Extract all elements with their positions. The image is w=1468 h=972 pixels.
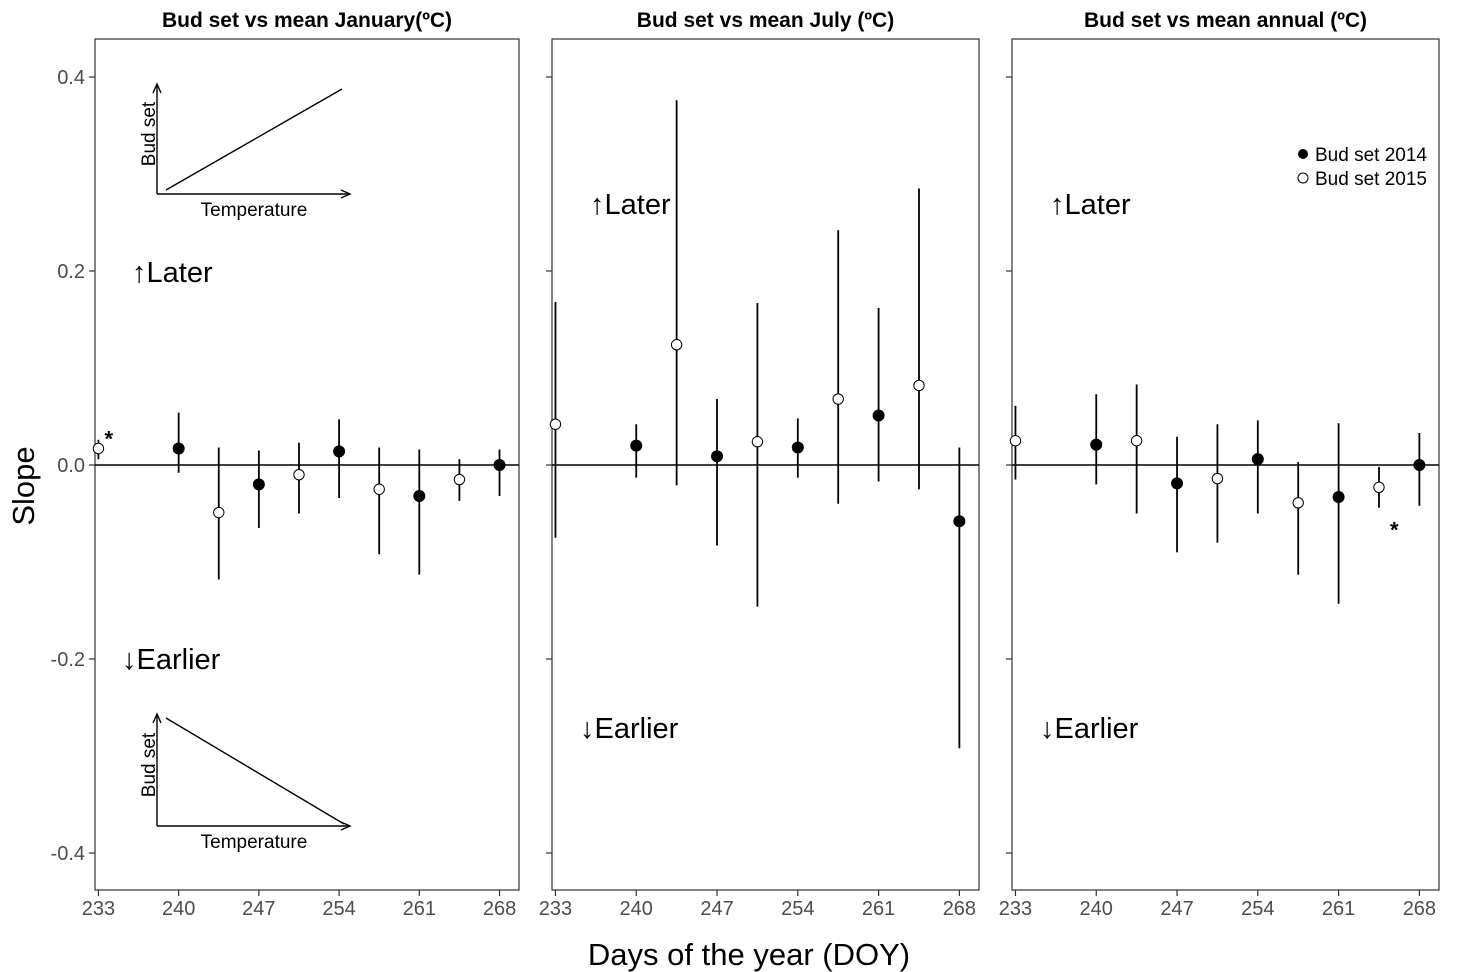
x-tick-label: 254 bbox=[1241, 898, 1274, 920]
point-2014 bbox=[1090, 438, 1103, 451]
legend-label: Bud set 2014 bbox=[1315, 145, 1427, 166]
x-tick-label: 261 bbox=[1322, 898, 1355, 920]
point-2014 bbox=[493, 459, 506, 471]
inset-positive: Temperature Bud set bbox=[139, 82, 352, 221]
point-2014 bbox=[333, 445, 346, 458]
point-2014 bbox=[872, 409, 885, 422]
inset-x-arrow-icon bbox=[340, 189, 352, 199]
legend-marker-2015 bbox=[1297, 172, 1309, 184]
y-tick-label: -0.4 bbox=[51, 843, 85, 865]
point-2014 bbox=[1171, 477, 1184, 490]
point-2015 bbox=[832, 393, 844, 405]
x-tick-label: 261 bbox=[403, 898, 436, 920]
x-tick-label: 233 bbox=[539, 898, 572, 920]
x-tick-label: 268 bbox=[1403, 898, 1436, 920]
later-label: ↑Later bbox=[132, 257, 213, 289]
earlier-label: ↓Earlier bbox=[1040, 713, 1139, 745]
panel-2: Bud set vs mean July (ºC) 233 240 247 254 261… bbox=[539, 9, 980, 920]
panel-title: Bud set vs mean January(ºC) bbox=[162, 9, 452, 32]
inset-y-arrow-icon bbox=[152, 82, 162, 94]
x-tick-label: 247 bbox=[242, 898, 275, 920]
earlier-text: Earlier bbox=[1055, 713, 1139, 745]
x-tick-label: 254 bbox=[781, 898, 814, 920]
x-axis-label: Days of the year (DOY) bbox=[588, 937, 910, 972]
earlier-label: ↓Earlier bbox=[122, 644, 221, 676]
inset-negative: Temperature Bud set bbox=[139, 712, 352, 853]
x-tick-label: 240 bbox=[620, 898, 653, 920]
later-label: ↑Later bbox=[1050, 189, 1131, 221]
inset-y-label: Bud set bbox=[139, 732, 160, 797]
point-2015 bbox=[1211, 472, 1224, 485]
point-2014 bbox=[630, 439, 643, 452]
inset-y-arrow-icon bbox=[152, 712, 162, 724]
x-tick-label: 240 bbox=[162, 898, 195, 920]
panel-title: Bud set vs mean annual (ºC) bbox=[1084, 9, 1367, 32]
point-2014 bbox=[1332, 491, 1345, 504]
y-tick-label: 0.4 bbox=[57, 67, 85, 89]
point-2015 bbox=[373, 483, 385, 495]
point-2015 bbox=[1373, 481, 1385, 494]
inset-y-label: Bud set bbox=[139, 101, 160, 166]
later-label: ↑Later bbox=[590, 189, 671, 221]
point-2015 bbox=[1009, 435, 1022, 447]
inset-x-label: Temperature bbox=[201, 200, 308, 221]
x-tick-label: 247 bbox=[1160, 898, 1193, 920]
down-arrow-icon: ↓ bbox=[1040, 713, 1055, 745]
up-arrow-icon: ↑ bbox=[590, 189, 605, 221]
y-tick-label: 0.0 bbox=[57, 455, 85, 477]
panel-1: Bud set vs mean January(ºC) 0.4 0.2 0.0 -0.2… bbox=[51, 9, 520, 920]
earlier-text: Earlier bbox=[137, 644, 221, 676]
inset-trend-line bbox=[165, 88, 343, 191]
up-arrow-icon: ↑ bbox=[1050, 189, 1065, 221]
y-tick-label: -0.2 bbox=[51, 649, 85, 671]
x-tick-label: 247 bbox=[700, 898, 733, 920]
x-tick-label: 240 bbox=[1080, 898, 1113, 920]
point-2014 bbox=[953, 515, 966, 528]
y-tick-label: 0.2 bbox=[57, 261, 85, 283]
point-2015 bbox=[1130, 435, 1143, 447]
later-text: Later bbox=[147, 257, 213, 289]
legend: Bud set 2014 Bud set 2015 bbox=[1297, 145, 1427, 190]
panel-title: Bud set vs mean July (ºC) bbox=[637, 9, 894, 32]
point-2015 bbox=[1292, 497, 1304, 509]
point-2014 bbox=[252, 478, 265, 491]
x-tick-label: 233 bbox=[999, 898, 1032, 920]
point-2015 bbox=[453, 473, 466, 486]
x-tick-label: 261 bbox=[862, 898, 895, 920]
later-text: Later bbox=[1065, 189, 1131, 221]
point-2015 bbox=[92, 442, 105, 455]
point-2014 bbox=[172, 442, 185, 455]
inset-trend-line bbox=[165, 717, 345, 825]
point-2014 bbox=[1251, 453, 1264, 466]
legend-label: Bud set 2015 bbox=[1315, 169, 1427, 190]
significance-star: * bbox=[1390, 518, 1399, 543]
point-2014 bbox=[711, 450, 724, 463]
x-tick-label: 268 bbox=[483, 898, 516, 920]
point-2015 bbox=[913, 379, 925, 392]
inset-x-label: Temperature bbox=[201, 832, 308, 853]
point-2015 bbox=[293, 469, 305, 481]
significance-star: * bbox=[104, 427, 113, 452]
x-tick-label: 254 bbox=[322, 898, 355, 920]
point-2015 bbox=[213, 506, 225, 519]
up-arrow-icon: ↑ bbox=[132, 257, 147, 289]
legend-marker-2014 bbox=[1298, 149, 1308, 159]
earlier-text: Earlier bbox=[595, 713, 679, 745]
point-2015 bbox=[670, 339, 683, 351]
x-tick-label: 268 bbox=[943, 898, 976, 920]
point-2015 bbox=[751, 436, 764, 448]
point-2014 bbox=[1413, 459, 1426, 471]
point-2015 bbox=[549, 418, 562, 430]
point-2014 bbox=[791, 441, 804, 454]
y-axis-label: Slope bbox=[6, 446, 41, 525]
earlier-label: ↓Earlier bbox=[580, 713, 679, 745]
down-arrow-icon: ↓ bbox=[580, 713, 595, 745]
later-text: Later bbox=[605, 189, 671, 221]
down-arrow-icon: ↓ bbox=[122, 644, 137, 676]
x-tick-label: 233 bbox=[82, 898, 115, 920]
point-2014 bbox=[413, 490, 426, 503]
panel-3: Bud set vs mean annual (ºC) 233 240 247 254 2… bbox=[999, 9, 1440, 920]
